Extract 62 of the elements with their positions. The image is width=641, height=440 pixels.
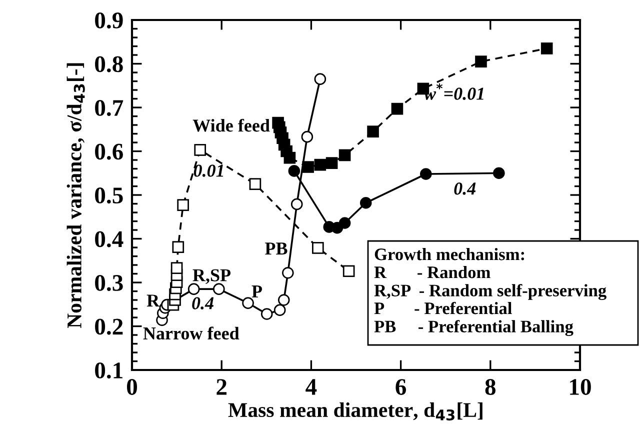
x-tick-label: 2: [216, 379, 226, 395]
point: [170, 262, 183, 274]
point: [290, 198, 303, 210]
point: [493, 167, 505, 180]
point: [338, 149, 351, 162]
point: [475, 56, 487, 68]
annotation: 0.01: [194, 164, 224, 177]
annotation: Growth mechanism:: [374, 248, 524, 260]
point: [177, 199, 189, 211]
y-tick-label: 0.5: [95, 187, 123, 204]
y-tick-label: 0.6: [95, 144, 123, 160]
point: [172, 241, 184, 253]
y-tick-label: 0.1: [95, 362, 122, 379]
x-axis-title: Mass mean diameter, d$_{43}$[L]: [228, 402, 482, 420]
y-axis-title: Normalized variance, σ/d$_{43}$[-]: [66, 63, 85, 328]
point: [314, 73, 326, 85]
point: [326, 157, 338, 169]
annotation: R - Random: [374, 266, 490, 278]
point: [301, 130, 314, 143]
point: [367, 126, 379, 138]
point: [284, 152, 296, 164]
point: [314, 158, 326, 171]
annotation: R: [146, 294, 160, 307]
point: [282, 266, 294, 279]
point: [540, 42, 553, 54]
annotation: Wide feed: [192, 118, 270, 132]
annotation: R,SP: [192, 269, 231, 284]
point: [213, 283, 225, 295]
point: [391, 102, 404, 115]
y-tick-label: 0.4: [95, 231, 124, 248]
point: [288, 165, 300, 177]
point: [194, 144, 206, 156]
point: [260, 308, 273, 320]
y-tick-label: 0.8: [95, 56, 123, 72]
point: [342, 265, 355, 278]
annotation: P - Preferential: [374, 302, 512, 314]
x-tick-label: 8: [485, 379, 496, 395]
y-tick-label: 0.2: [95, 318, 123, 335]
point: [242, 297, 254, 309]
y-tick-label: 0.3: [95, 274, 123, 292]
annotation: PB: [265, 242, 288, 255]
annotation: Narrow feed: [143, 326, 240, 340]
annotation: R,SP - Random self-preserving: [374, 284, 606, 300]
x-tick-label: 10: [570, 379, 591, 395]
annotation: 0.4: [192, 297, 214, 310]
annotation: P: [252, 286, 262, 298]
x-tick-label: 0: [126, 379, 138, 395]
point: [278, 294, 290, 306]
annotation: 0.4: [454, 182, 476, 195]
y-tick-label: 0.9: [95, 12, 123, 29]
point: [312, 242, 324, 254]
y-tick-label: 0.7: [95, 100, 124, 116]
point: [188, 283, 200, 295]
point: [420, 168, 432, 180]
point: [338, 217, 351, 229]
annotation: PB - Preferential Balling: [374, 320, 574, 336]
point: [360, 196, 372, 209]
x-tick-label: 4: [306, 379, 317, 395]
point: [274, 304, 286, 316]
point: [249, 178, 262, 190]
x-tick-label: 6: [396, 379, 406, 395]
point: [302, 161, 314, 173]
